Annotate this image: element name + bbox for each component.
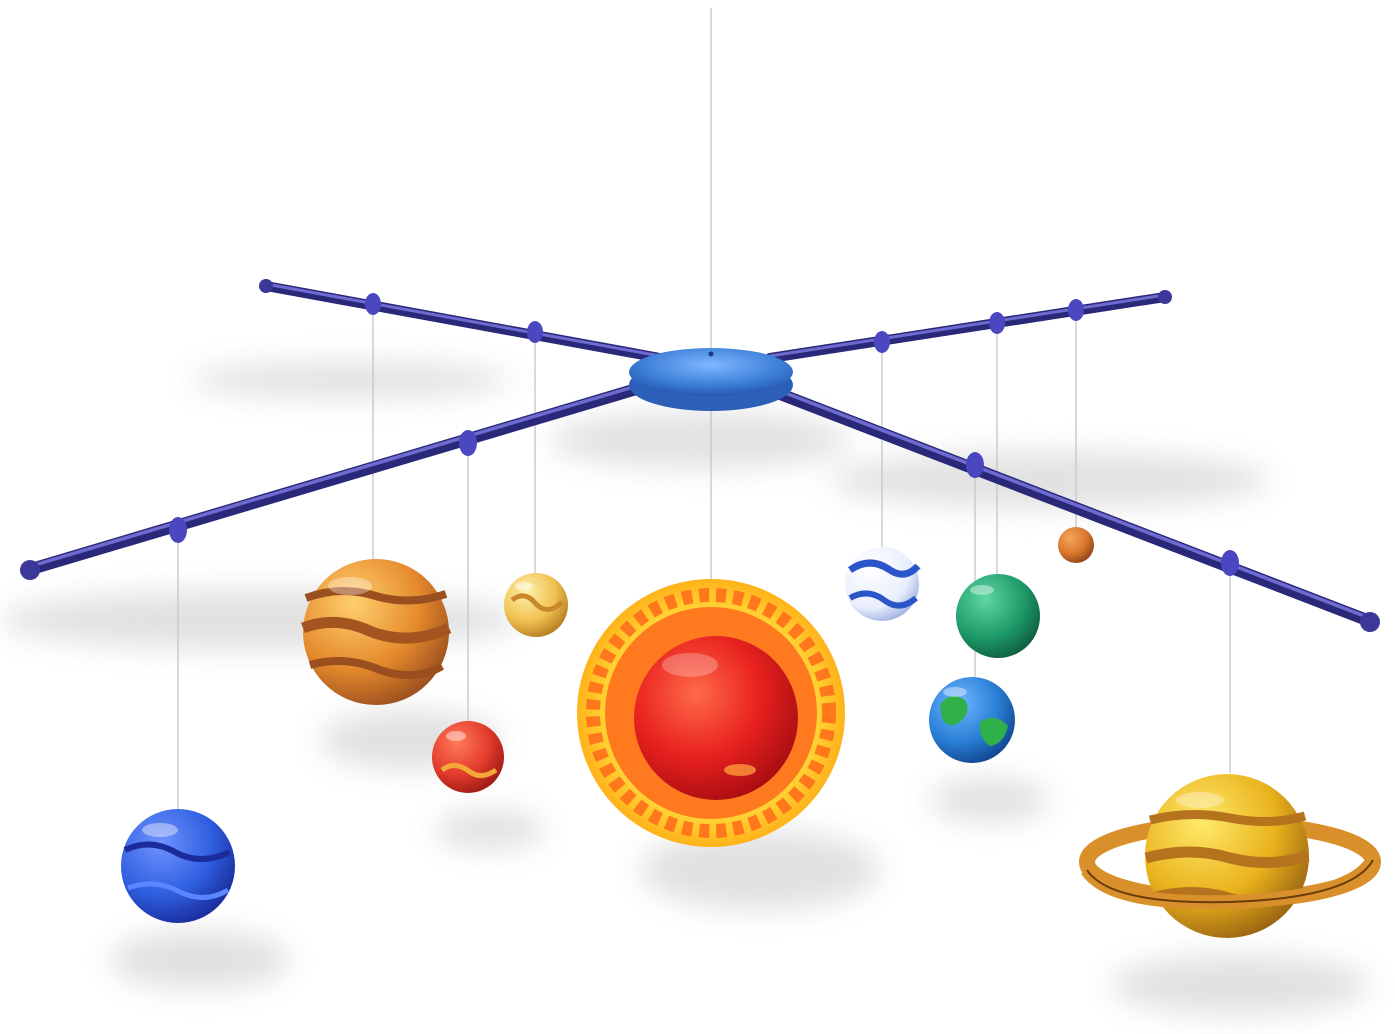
shadow-saturn	[1110, 955, 1370, 1015]
earth	[929, 677, 1015, 763]
sun-sphere	[634, 636, 798, 800]
neptune	[121, 809, 235, 923]
sun-highlight	[662, 653, 718, 677]
jupiter-band	[308, 657, 445, 680]
hub	[629, 348, 793, 411]
arm-clip	[169, 517, 187, 543]
shadow-hub	[550, 412, 850, 468]
uranus	[956, 574, 1040, 658]
arm-back-right-highlight	[768, 293, 1167, 358]
jupiter-band	[304, 586, 448, 605]
mars	[432, 721, 504, 793]
sun	[577, 579, 845, 847]
arm-end-cap	[259, 279, 273, 293]
jupiter	[300, 559, 452, 705]
mars-highlight	[446, 731, 466, 741]
neptune-sphere	[121, 809, 235, 923]
saturn-band	[1148, 809, 1307, 827]
neptune-highlight	[142, 823, 178, 837]
saturn-ring-front-line	[1086, 859, 1374, 904]
arm-end-cap	[1158, 290, 1172, 304]
shadow-neptune	[110, 930, 290, 990]
arm-clip	[1221, 550, 1239, 576]
arm-clip	[989, 312, 1005, 334]
hub-hole	[708, 351, 714, 357]
mercury-sphere	[1058, 527, 1094, 563]
earth-highlight	[943, 687, 967, 697]
earth-sphere	[929, 677, 1015, 763]
arm-front-left	[22, 379, 656, 576]
uranus-sphere	[956, 574, 1040, 658]
jupiter-band	[300, 616, 452, 644]
venus	[504, 573, 568, 637]
neptune-swirl	[123, 841, 232, 862]
arm-clip	[874, 331, 890, 353]
pluto-swirl	[848, 590, 918, 609]
mars-sphere	[432, 721, 504, 793]
arm-clip	[966, 452, 984, 478]
arm-end-cap	[1360, 612, 1380, 632]
saturn-highlight	[1176, 792, 1224, 808]
venus-highlight	[515, 582, 533, 590]
arm-back-left-highlight	[264, 282, 662, 358]
pluto-swirl	[847, 559, 921, 578]
saturn-band	[1144, 846, 1310, 869]
mobile-frame	[20, 279, 1380, 632]
arm-back-right	[765, 292, 1170, 363]
arm-front-right	[769, 386, 1378, 628]
pluto-sphere	[845, 547, 919, 621]
earth-land	[940, 696, 968, 726]
sun-spot	[724, 764, 756, 776]
shadow-mars	[435, 810, 545, 850]
arm-back-left	[261, 281, 665, 363]
shadow-earth	[930, 778, 1050, 822]
saturn	[1079, 774, 1381, 938]
arm-front-right-highlight	[773, 387, 1374, 621]
arm-clip	[365, 293, 381, 315]
jupiter-highlight	[328, 577, 372, 595]
shadow-arm-right	[830, 452, 1270, 508]
pluto	[845, 547, 921, 621]
shadow-layer	[0, 362, 1370, 1015]
shadow-sun	[640, 830, 880, 910]
shadow-arm-left	[190, 362, 510, 398]
mercury	[1058, 527, 1094, 563]
sun-flame-ring	[586, 588, 836, 838]
arm-end-cap	[20, 560, 40, 580]
venus-surface	[510, 593, 564, 612]
arm-clip	[527, 321, 543, 343]
uranus-highlight	[970, 585, 994, 595]
hub-top	[629, 348, 793, 396]
mars-surface	[440, 763, 498, 778]
earth-land	[979, 717, 1008, 746]
arm-clip	[459, 430, 477, 456]
neptune-swirl	[127, 881, 230, 900]
arm-front-left-highlight	[26, 380, 652, 569]
arm-clip	[1068, 299, 1084, 321]
